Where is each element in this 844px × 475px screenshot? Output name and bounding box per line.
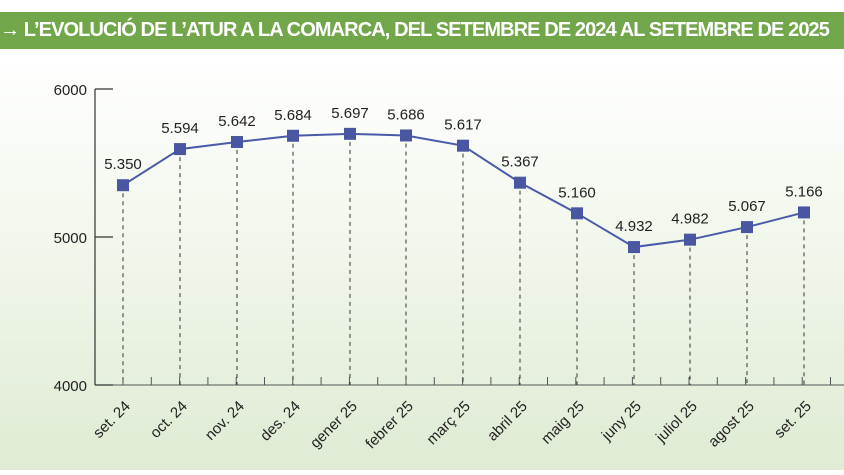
data-label: 5.697 [331, 105, 369, 122]
data-label: 5.642 [218, 113, 256, 130]
y-tick-label: 4000 [54, 378, 87, 395]
x-tick-label: març 25 [423, 398, 473, 448]
data-point [287, 129, 299, 142]
x-tick-label: gener 25 [307, 398, 361, 452]
y-tick-label: 6000 [54, 82, 87, 99]
x-tick-label: set. 24 [90, 398, 134, 442]
data-point [117, 179, 129, 192]
data-point [174, 143, 186, 156]
x-tick-label: nov. 24 [202, 398, 248, 444]
data-label: 5.686 [387, 106, 425, 123]
y-tick-label: 5000 [54, 230, 87, 247]
data-point [514, 176, 526, 189]
data-label: 5.067 [728, 198, 766, 215]
data-label: 4.932 [615, 218, 653, 235]
x-tick-label: agost 25 [705, 398, 758, 451]
x-tick-label: abril 25 [484, 398, 531, 445]
data-label: 5.160 [558, 184, 596, 201]
data-point [231, 135, 243, 148]
data-point [571, 207, 583, 220]
x-tick-label: set. 25 [771, 398, 815, 442]
data-label: 5.617 [444, 117, 482, 134]
data-label: 5.594 [161, 120, 199, 137]
x-tick-label: febrer 25 [362, 398, 416, 452]
data-label: 5.350 [104, 156, 142, 173]
data-point [457, 139, 469, 152]
data-label: 5.166 [785, 183, 823, 200]
data-label: 4.982 [671, 211, 709, 228]
data-label: 5.684 [274, 107, 312, 124]
data-label: 5.367 [501, 154, 539, 171]
x-tick-label: des. 24 [257, 398, 304, 445]
data-point [684, 233, 696, 246]
chart-background [0, 56, 844, 470]
x-tick-label: juliol 25 [652, 398, 701, 447]
data-point [798, 206, 810, 219]
x-tick-label: maig 25 [538, 398, 588, 448]
data-point [741, 221, 753, 234]
data-point [400, 129, 412, 142]
data-point [344, 127, 356, 140]
x-tick-label: oct. 24 [147, 398, 191, 442]
x-tick-label: juny 25 [598, 398, 645, 445]
chart-title: → L’EVOLUCIÓ DE L’ATUR A LA COMARCA, DEL… [0, 12, 844, 49]
data-point [628, 241, 640, 254]
